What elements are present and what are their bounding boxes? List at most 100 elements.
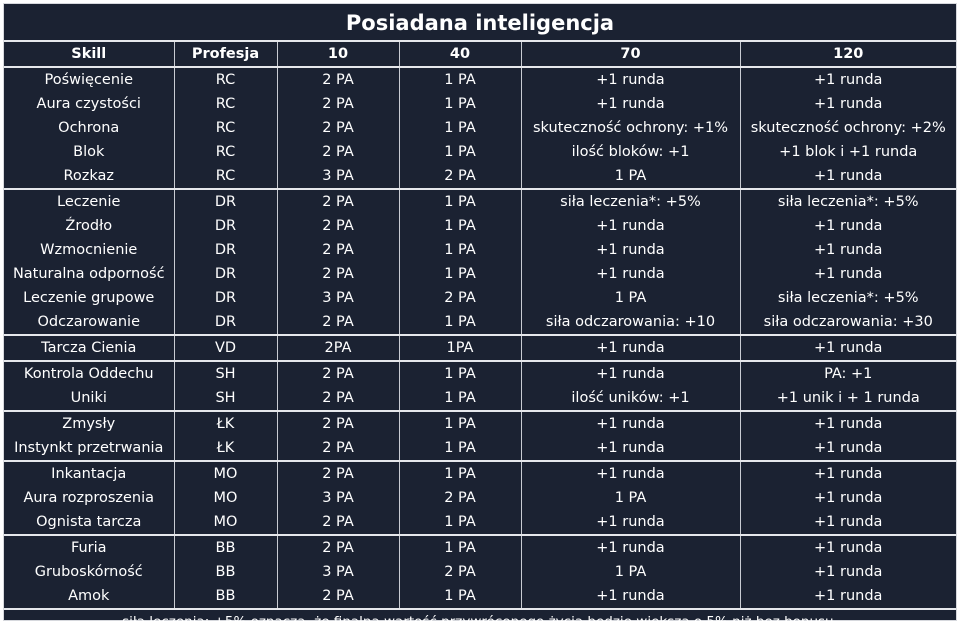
- table-row: Poświęcenie RC 2 PA 1 PA +1 runda +1 runda: [4, 67, 956, 92]
- skill-cell: Ochrona: [4, 116, 175, 140]
- level-10-cell: 2PA: [276, 334, 400, 361]
- skill-cell: Odczarowanie: [4, 310, 175, 335]
- level-10-cell: 2 PA: [276, 360, 400, 386]
- level-120-cell: +1 runda: [739, 92, 956, 116]
- level-40-cell: 1PA: [398, 334, 522, 361]
- level-70-cell: +1 runda: [520, 334, 741, 361]
- table-row: Kontrola Oddechu SH 2 PA 1 PA +1 runda PA: +1: [4, 360, 956, 386]
- level-40-cell: 1 PA: [398, 214, 522, 238]
- level-10-cell: 2 PA: [276, 410, 400, 436]
- skill-cell: Blok: [4, 140, 175, 164]
- level-10-cell: 2 PA: [276, 140, 400, 164]
- level-40-cell: 1 PA: [398, 360, 522, 386]
- profession-cell: RC: [173, 92, 278, 116]
- level-10-cell: 2 PA: [276, 262, 400, 286]
- skill-cell: Instynkt przetrwania: [4, 436, 175, 461]
- level-70-cell: 1 PA: [520, 164, 741, 189]
- table-row: Uniki SH 2 PA 1 PA ilość uników: +1 +1 unik i…: [4, 386, 956, 411]
- level-120-cell: +1 runda: [739, 410, 956, 436]
- level-40-cell: 1 PA: [398, 584, 522, 608]
- level-120-cell: PA: +1: [739, 360, 956, 386]
- table-row: Inkantacja MO 2 PA 1 PA +1 runda +1 runda: [4, 460, 956, 486]
- level-10-cell: 3 PA: [276, 164, 400, 189]
- table-row: Wzmocnienie DR 2 PA 1 PA +1 runda +1 runda: [4, 238, 956, 262]
- table-row: Odczarowanie DR 2 PA 1 PA siła odczarowania:…: [4, 310, 956, 335]
- level-70-cell: ilość uników: +1: [520, 386, 741, 411]
- header-row: Skill Profesja 10 40 70 120: [4, 42, 956, 68]
- level-40-cell: 2 PA: [398, 286, 522, 310]
- level-70-cell: ilość bloków: +1: [520, 140, 741, 164]
- level-70-cell: +1 runda: [520, 510, 741, 535]
- table-row: Źrodło DR 2 PA 1 PA +1 runda +1 runda: [4, 214, 956, 238]
- level-10-cell: 2 PA: [276, 238, 400, 262]
- level-10-cell: 2 PA: [276, 188, 400, 214]
- level-40-cell: 1 PA: [398, 410, 522, 436]
- level-40-cell: 1 PA: [398, 188, 522, 214]
- level-40-cell: 1 PA: [398, 116, 522, 140]
- level-40-cell: 1 PA: [398, 510, 522, 535]
- level-40-cell: 1 PA: [398, 238, 522, 262]
- profession-cell: RC: [173, 164, 278, 189]
- skill-cell: Leczenie grupowe: [4, 286, 175, 310]
- profession-cell: ŁK: [173, 436, 278, 461]
- level-40-cell: 1 PA: [398, 436, 522, 461]
- skills-table-panel: Posiadana inteligencja Skill Profesja 10…: [3, 3, 957, 630]
- level-40-cell: 1 PA: [398, 67, 522, 92]
- profession-cell: SH: [173, 360, 278, 386]
- profession-cell: BB: [173, 560, 278, 584]
- skill-cell: Uniki: [4, 386, 175, 411]
- profession-cell: DR: [173, 286, 278, 310]
- level-120-cell: +1 runda: [739, 584, 956, 608]
- level-70-cell: +1 runda: [520, 584, 741, 608]
- table-row: Blok RC 2 PA 1 PA ilość bloków: +1 +1 blok i …: [4, 140, 956, 164]
- profession-cell: MO: [173, 486, 278, 510]
- table-row: Leczenie grupowe DR 3 PA 2 PA 1 PA siła lecze…: [4, 286, 956, 310]
- level-40-cell: 1 PA: [398, 534, 522, 560]
- level-70-cell: 1 PA: [520, 560, 741, 584]
- level-120-cell: +1 runda: [739, 262, 956, 286]
- level-120-cell: +1 runda: [739, 214, 956, 238]
- table-row: Amok BB 2 PA 1 PA +1 runda +1 runda: [4, 584, 956, 608]
- level-40-cell: 1 PA: [398, 460, 522, 486]
- level-120-cell: +1 runda: [739, 67, 956, 92]
- profession-cell: DR: [173, 238, 278, 262]
- skill-cell: Wzmocnienie: [4, 238, 175, 262]
- level-40-cell: 2 PA: [398, 560, 522, 584]
- profession-cell: DR: [173, 262, 278, 286]
- skill-cell: Amok: [4, 584, 175, 608]
- profession-cell: MO: [173, 460, 278, 486]
- level-10-cell: 2 PA: [276, 214, 400, 238]
- level-120-cell: +1 runda: [739, 510, 956, 535]
- level-70-cell: +1 runda: [520, 92, 741, 116]
- level-70-cell: +1 runda: [520, 262, 741, 286]
- level-10-cell: 2 PA: [276, 436, 400, 461]
- level-120-cell: +1 runda: [739, 534, 956, 560]
- header-40: 40: [398, 42, 522, 68]
- level-10-cell: 2 PA: [276, 116, 400, 140]
- level-40-cell: 1 PA: [398, 92, 522, 116]
- level-70-cell: +1 runda: [520, 534, 741, 560]
- table-title: Posiadana inteligencja: [4, 4, 956, 42]
- table-row: Leczenie DR 2 PA 1 PA siła leczenia*: +5% sił…: [4, 188, 956, 214]
- skill-cell: Kontrola Oddechu: [4, 360, 175, 386]
- profession-cell: RC: [173, 67, 278, 92]
- profession-cell: BB: [173, 584, 278, 608]
- level-40-cell: 1 PA: [398, 140, 522, 164]
- level-10-cell: 2 PA: [276, 92, 400, 116]
- skill-cell: Naturalna odporność: [4, 262, 175, 286]
- level-70-cell: 1 PA: [520, 486, 741, 510]
- level-70-cell: +1 runda: [520, 67, 741, 92]
- skill-cell: Gruboskórność: [4, 560, 175, 584]
- table-row: Tarcza Cienia VD 2PA 1PA +1 runda +1 runda: [4, 334, 956, 361]
- skill-cell: Zmysły: [4, 410, 175, 436]
- level-70-cell: +1 runda: [520, 238, 741, 262]
- level-40-cell: 1 PA: [398, 262, 522, 286]
- profession-cell: ŁK: [173, 410, 278, 436]
- level-10-cell: 3 PA: [276, 286, 400, 310]
- table-body: Poświęcenie RC 2 PA 1 PA +1 runda +1 runda Aur…: [4, 67, 956, 608]
- level-40-cell: 2 PA: [398, 486, 522, 510]
- level-120-cell: +1 blok i +1 runda: [739, 140, 956, 164]
- level-70-cell: +1 runda: [520, 436, 741, 461]
- skills-table: Skill Profesja 10 40 70 120 Poświęcenie R…: [4, 42, 956, 608]
- level-10-cell: 2 PA: [276, 386, 400, 411]
